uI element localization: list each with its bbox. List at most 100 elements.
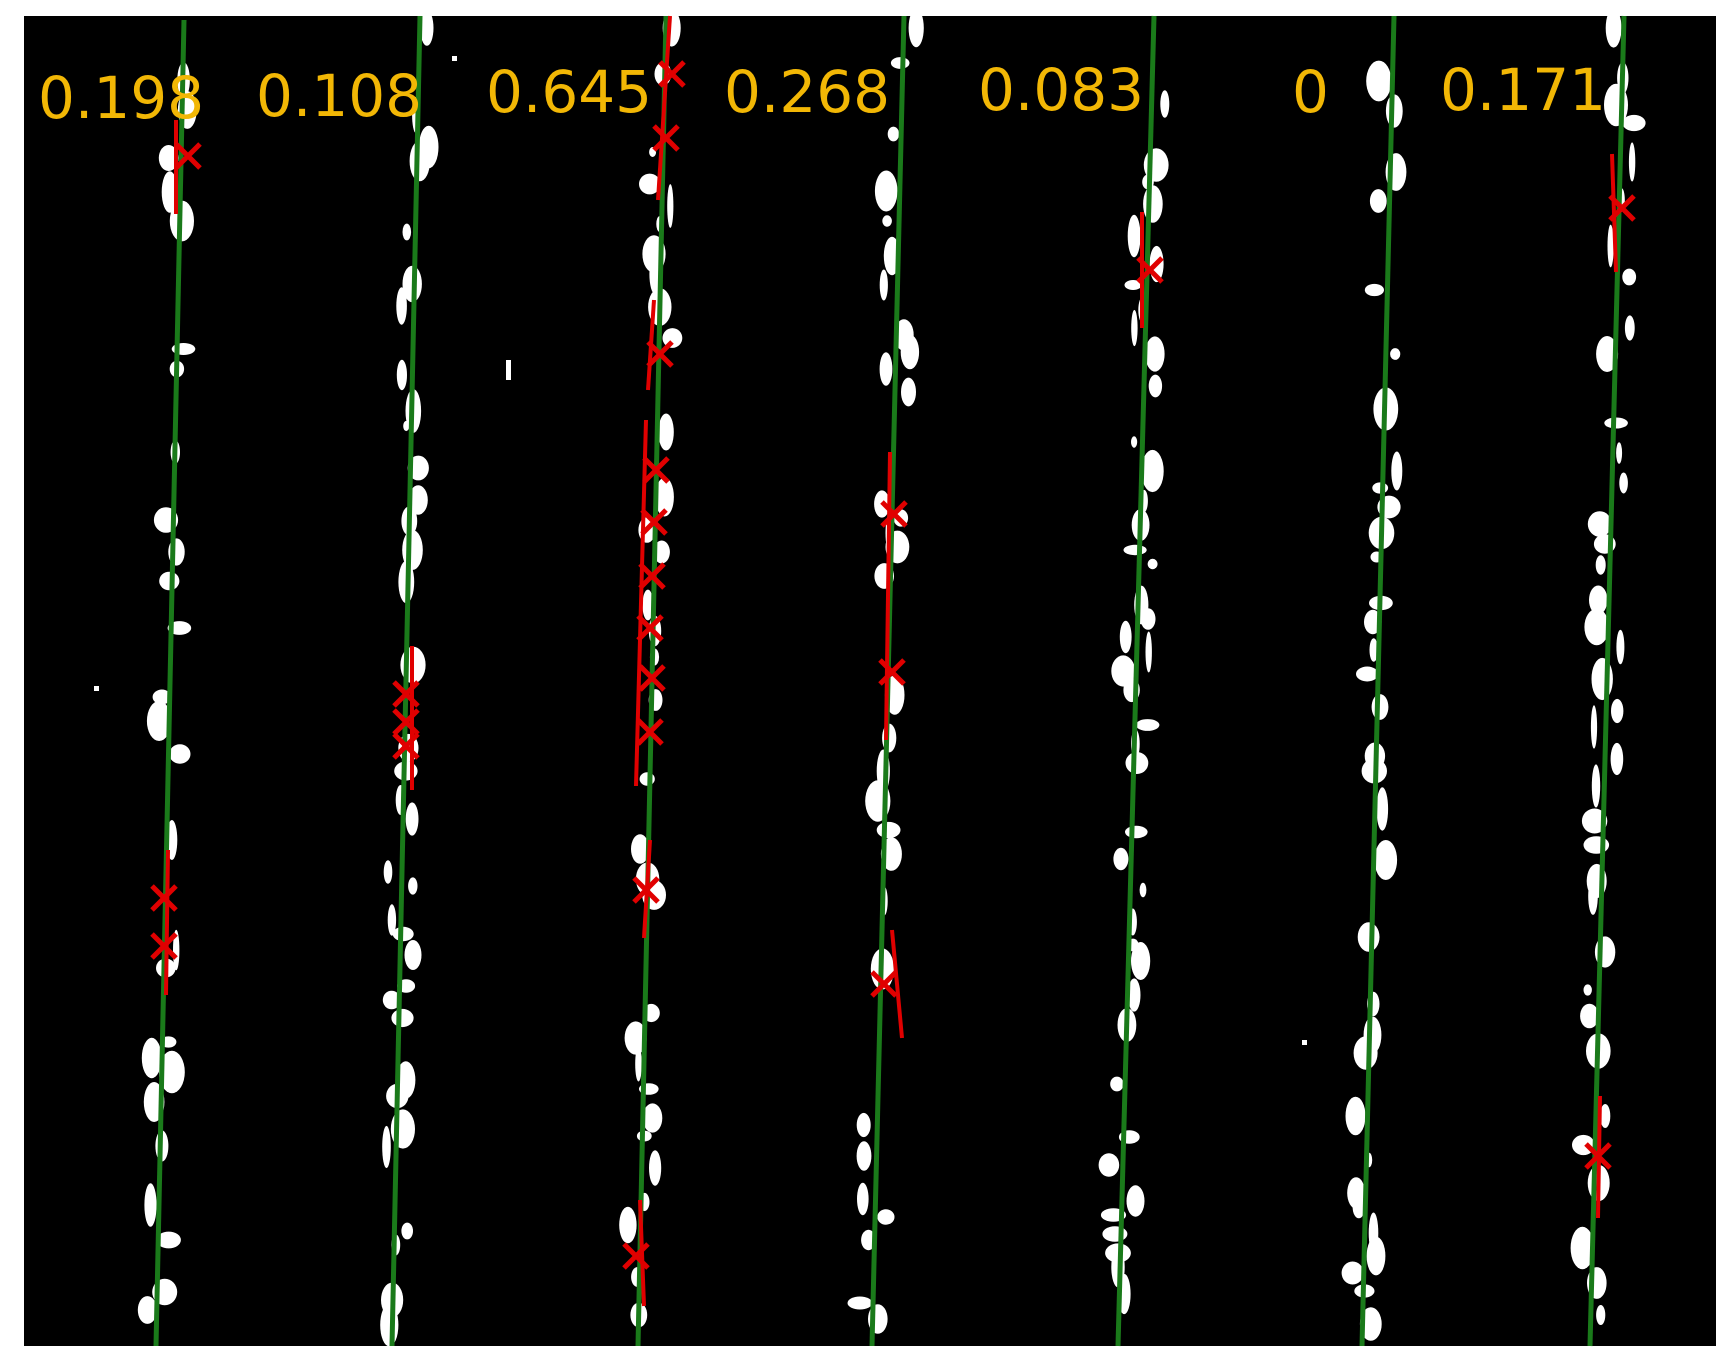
gap-marker-x bbox=[652, 124, 680, 152]
plant-blob bbox=[624, 1021, 647, 1055]
plant-blob bbox=[876, 821, 901, 839]
plant-blob bbox=[1140, 608, 1156, 630]
plant-blob bbox=[173, 929, 180, 971]
row-score-label: 0 bbox=[1292, 58, 1329, 126]
plant-blob bbox=[1391, 451, 1403, 491]
plant-blob bbox=[887, 126, 900, 142]
plant-blob bbox=[619, 1206, 637, 1244]
plant-blob bbox=[1145, 336, 1165, 372]
detected-gap-segment bbox=[884, 451, 892, 741]
plant-blob bbox=[1580, 1003, 1599, 1029]
plant-blob bbox=[1590, 705, 1598, 749]
plant-blob bbox=[1587, 511, 1612, 537]
plant-blob bbox=[1616, 442, 1623, 464]
fitted-row-line bbox=[1115, 15, 1157, 1347]
plant-blob bbox=[649, 254, 661, 294]
plant-blob bbox=[1135, 719, 1160, 731]
gap-marker-x bbox=[642, 456, 670, 484]
plant-blob bbox=[879, 352, 893, 386]
plant-blob bbox=[1345, 1096, 1366, 1136]
fitted-row-line bbox=[1359, 15, 1397, 1347]
plant-blob bbox=[1583, 984, 1592, 996]
plant-blob bbox=[1356, 666, 1379, 682]
plant-blob bbox=[1366, 1236, 1386, 1276]
plant-blob bbox=[1366, 60, 1392, 102]
plant-blob bbox=[1131, 942, 1151, 980]
plant-blob bbox=[159, 1050, 185, 1094]
plant-blob bbox=[1341, 1261, 1364, 1285]
plant-blob bbox=[1628, 142, 1636, 182]
fitted-row-line bbox=[153, 19, 187, 1347]
plant-blob bbox=[159, 571, 180, 591]
plant-blob bbox=[1125, 752, 1149, 774]
plant-blob bbox=[649, 1150, 662, 1186]
plant-blob bbox=[1619, 472, 1628, 494]
plant-blob bbox=[642, 1103, 663, 1133]
plant-blob bbox=[396, 359, 407, 391]
plant-blob bbox=[1353, 1036, 1378, 1070]
plant-blob bbox=[1147, 558, 1158, 570]
plant-blob bbox=[1600, 1104, 1611, 1128]
plant-blob bbox=[658, 413, 674, 451]
plant-blob bbox=[141, 1037, 162, 1079]
row-score-label: 0.268 bbox=[724, 58, 890, 126]
gap-markers bbox=[150, 60, 1636, 1270]
gap-marker-x bbox=[392, 708, 420, 736]
plant-blob bbox=[137, 1296, 157, 1324]
plant-blob bbox=[1131, 309, 1138, 347]
plant-blob bbox=[1596, 336, 1619, 372]
detected-gap-segment bbox=[656, 15, 672, 201]
noise-speck bbox=[452, 56, 457, 61]
detected-gap-segment bbox=[164, 849, 170, 996]
plant-blob bbox=[856, 1112, 871, 1138]
plant-blob bbox=[639, 173, 661, 195]
row-score-labels: 0.198 0.108 0.645 0.268 0.083 0 0.171 bbox=[38, 56, 1606, 132]
plant-blob bbox=[1098, 1153, 1120, 1177]
plant-blob bbox=[403, 420, 410, 432]
gap-marker-x bbox=[1136, 256, 1164, 284]
plant-blob bbox=[1125, 825, 1148, 839]
gap-marker-x bbox=[638, 562, 666, 590]
gap-marker-x bbox=[646, 340, 674, 368]
plant-blob bbox=[662, 328, 683, 348]
plant-blob bbox=[158, 145, 179, 171]
plant-blob bbox=[1143, 185, 1163, 223]
plant-blob bbox=[1622, 268, 1637, 286]
gap-marker-x bbox=[640, 508, 668, 536]
plant-blob bbox=[1605, 8, 1622, 48]
gap-marker-x bbox=[392, 680, 420, 708]
plant-blob bbox=[1616, 629, 1625, 665]
plant-blob bbox=[169, 744, 191, 764]
gap-marker-x bbox=[878, 658, 906, 686]
plant-blob bbox=[1374, 840, 1398, 880]
plant-blob bbox=[653, 540, 670, 564]
plant-blob bbox=[144, 1183, 157, 1227]
gap-marker-x bbox=[636, 718, 664, 746]
plant-blob bbox=[156, 1231, 181, 1249]
plant-blob bbox=[1364, 283, 1384, 297]
plant-blob bbox=[877, 1209, 895, 1225]
plant-blob bbox=[1110, 1076, 1124, 1092]
plant-blob bbox=[631, 834, 650, 864]
plant-blob bbox=[1596, 1305, 1606, 1325]
gap-marker-x bbox=[880, 500, 908, 528]
noise-speck bbox=[94, 686, 99, 691]
plant-blob bbox=[1591, 764, 1601, 808]
plant-blob bbox=[387, 904, 397, 936]
plant-blob bbox=[1148, 374, 1163, 398]
row-score-label: 0.171 bbox=[1440, 56, 1606, 124]
plant-blob bbox=[161, 171, 178, 213]
row-score-label: 0.083 bbox=[978, 56, 1144, 124]
plant-blob bbox=[382, 1125, 391, 1169]
plant-blob bbox=[1124, 280, 1142, 290]
row-score-label: 0.198 bbox=[38, 64, 204, 132]
plant-blob bbox=[380, 1303, 399, 1347]
plant-blob bbox=[1376, 787, 1389, 831]
fitted-row-line bbox=[389, 15, 423, 1347]
plant-blob bbox=[856, 1141, 872, 1171]
plant-blob bbox=[392, 926, 414, 942]
gap-marker-x bbox=[658, 60, 686, 88]
plant-blob bbox=[1357, 922, 1380, 952]
plant-blob bbox=[847, 1296, 873, 1310]
